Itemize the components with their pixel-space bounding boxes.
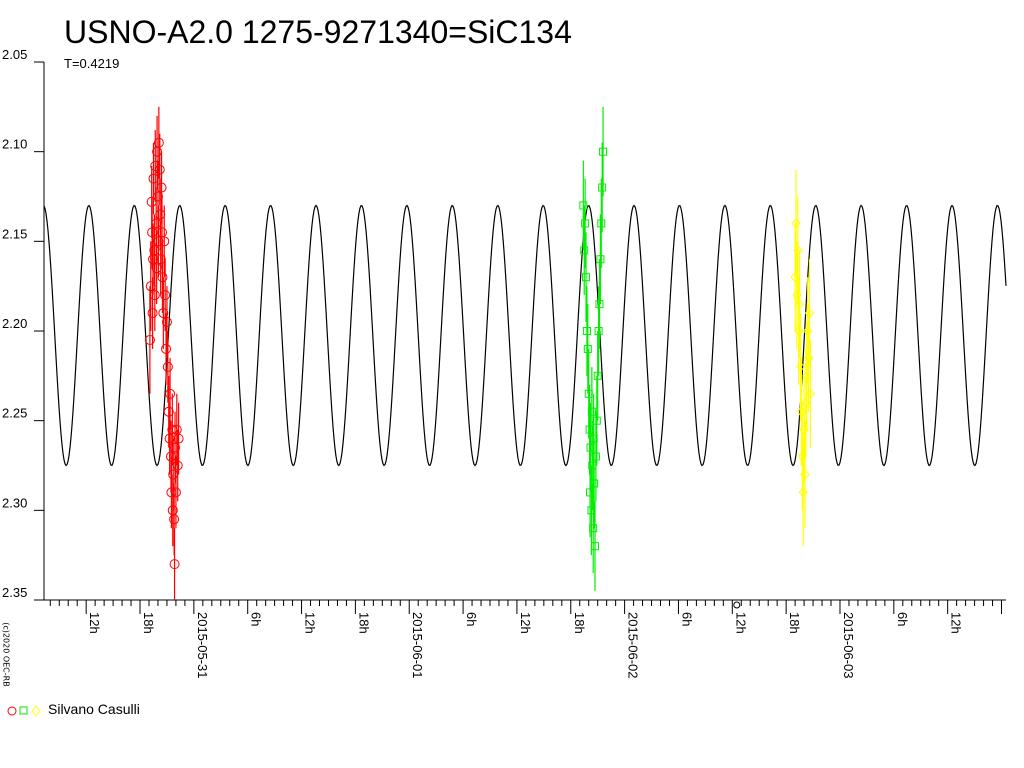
data-point bbox=[589, 524, 598, 533]
chart-title: USNO-A2.0 1275-9271340=SiC134 bbox=[64, 14, 572, 50]
data-point bbox=[583, 344, 592, 353]
x-tick-label: 12h bbox=[87, 612, 102, 634]
data-point bbox=[597, 219, 606, 228]
data-point bbox=[791, 218, 801, 229]
y-tick-label: 2.20 bbox=[2, 316, 27, 331]
x-tick-label: 12h bbox=[949, 612, 964, 634]
data-point bbox=[161, 317, 172, 328]
data-point bbox=[581, 219, 590, 228]
data-point bbox=[156, 182, 167, 193]
data-point bbox=[170, 442, 181, 453]
data-point bbox=[169, 559, 180, 570]
legend-square-marker bbox=[19, 706, 28, 715]
data-point bbox=[161, 343, 172, 354]
data-point bbox=[170, 487, 181, 498]
data-point bbox=[793, 245, 803, 256]
data-point bbox=[593, 371, 602, 380]
data-point bbox=[160, 290, 171, 301]
y-tick-label: 2.05 bbox=[2, 47, 27, 62]
data-point bbox=[805, 388, 816, 400]
x-tick-label: 2015-06-03 bbox=[841, 612, 856, 679]
data-point bbox=[590, 479, 599, 488]
data-point bbox=[159, 236, 170, 247]
x-tick-label: 6h bbox=[464, 612, 479, 626]
data-point bbox=[169, 514, 180, 525]
x-tick-label: 12h bbox=[303, 612, 318, 634]
data-point bbox=[172, 460, 183, 471]
data-point bbox=[582, 327, 591, 335]
legend-circle-marker bbox=[7, 706, 17, 716]
data-point bbox=[802, 370, 812, 382]
x-tick-label: 2015-06-02 bbox=[626, 612, 641, 679]
legend-diamond-marker bbox=[31, 705, 41, 717]
data-point bbox=[173, 433, 184, 444]
data-point bbox=[579, 201, 588, 210]
data-point bbox=[794, 298, 805, 310]
data-point bbox=[153, 137, 164, 148]
data-point bbox=[147, 308, 158, 319]
x-tick-label: 6h bbox=[679, 612, 694, 626]
data-point bbox=[591, 452, 600, 461]
model-curve bbox=[43, 204, 1007, 467]
x-tick-label: 18h bbox=[572, 612, 587, 634]
data-point bbox=[165, 388, 176, 399]
x-tick-label: 12h bbox=[733, 612, 748, 634]
data-point bbox=[158, 308, 169, 319]
data-point bbox=[795, 361, 806, 373]
y-tick-label: 2.10 bbox=[2, 137, 27, 152]
data-point bbox=[803, 325, 813, 337]
data-point bbox=[592, 416, 601, 425]
data-point bbox=[144, 334, 155, 345]
legend: Silvano Casulli bbox=[4, 700, 140, 718]
x-tick-label: 18h bbox=[141, 612, 156, 634]
legend-markers bbox=[7, 705, 41, 717]
x-tick-label: 18h bbox=[787, 612, 802, 634]
data-point bbox=[582, 273, 591, 282]
copyright-notice: (c)2020 OEC-RB bbox=[1, 622, 11, 687]
data-point bbox=[803, 352, 814, 364]
data-point bbox=[580, 246, 589, 255]
x-tick-label: 18h bbox=[356, 612, 371, 634]
period-label: T=0.4219 bbox=[64, 56, 120, 71]
data-point bbox=[162, 361, 173, 372]
data-point bbox=[594, 327, 603, 335]
data-point bbox=[596, 255, 605, 264]
y-tick-label: 2.15 bbox=[2, 226, 27, 241]
data-point bbox=[149, 290, 160, 301]
y-tick-label: 2.35 bbox=[2, 585, 27, 600]
x-tick-label: 2015-05-31 bbox=[195, 612, 210, 679]
observer-name: Silvano Casulli bbox=[48, 701, 140, 717]
data-point bbox=[154, 164, 165, 175]
axis-marker bbox=[733, 601, 741, 609]
data-point bbox=[157, 272, 168, 283]
data-point bbox=[794, 325, 804, 337]
x-tick-label: 6h bbox=[895, 612, 910, 626]
x-tick-label: 12h bbox=[518, 612, 533, 634]
x-tick-label: 2015-06-01 bbox=[410, 612, 425, 679]
data-point bbox=[163, 406, 174, 417]
data-point bbox=[804, 307, 815, 319]
data-point bbox=[798, 487, 808, 498]
y-tick-label: 2.30 bbox=[2, 495, 27, 510]
y-tick-label: 2.25 bbox=[2, 406, 27, 421]
data-point bbox=[598, 183, 607, 192]
data-point bbox=[595, 300, 604, 309]
data-point bbox=[599, 147, 608, 156]
data-point bbox=[800, 469, 810, 480]
x-tick-label: 6h bbox=[249, 612, 264, 626]
data-point bbox=[590, 542, 599, 551]
